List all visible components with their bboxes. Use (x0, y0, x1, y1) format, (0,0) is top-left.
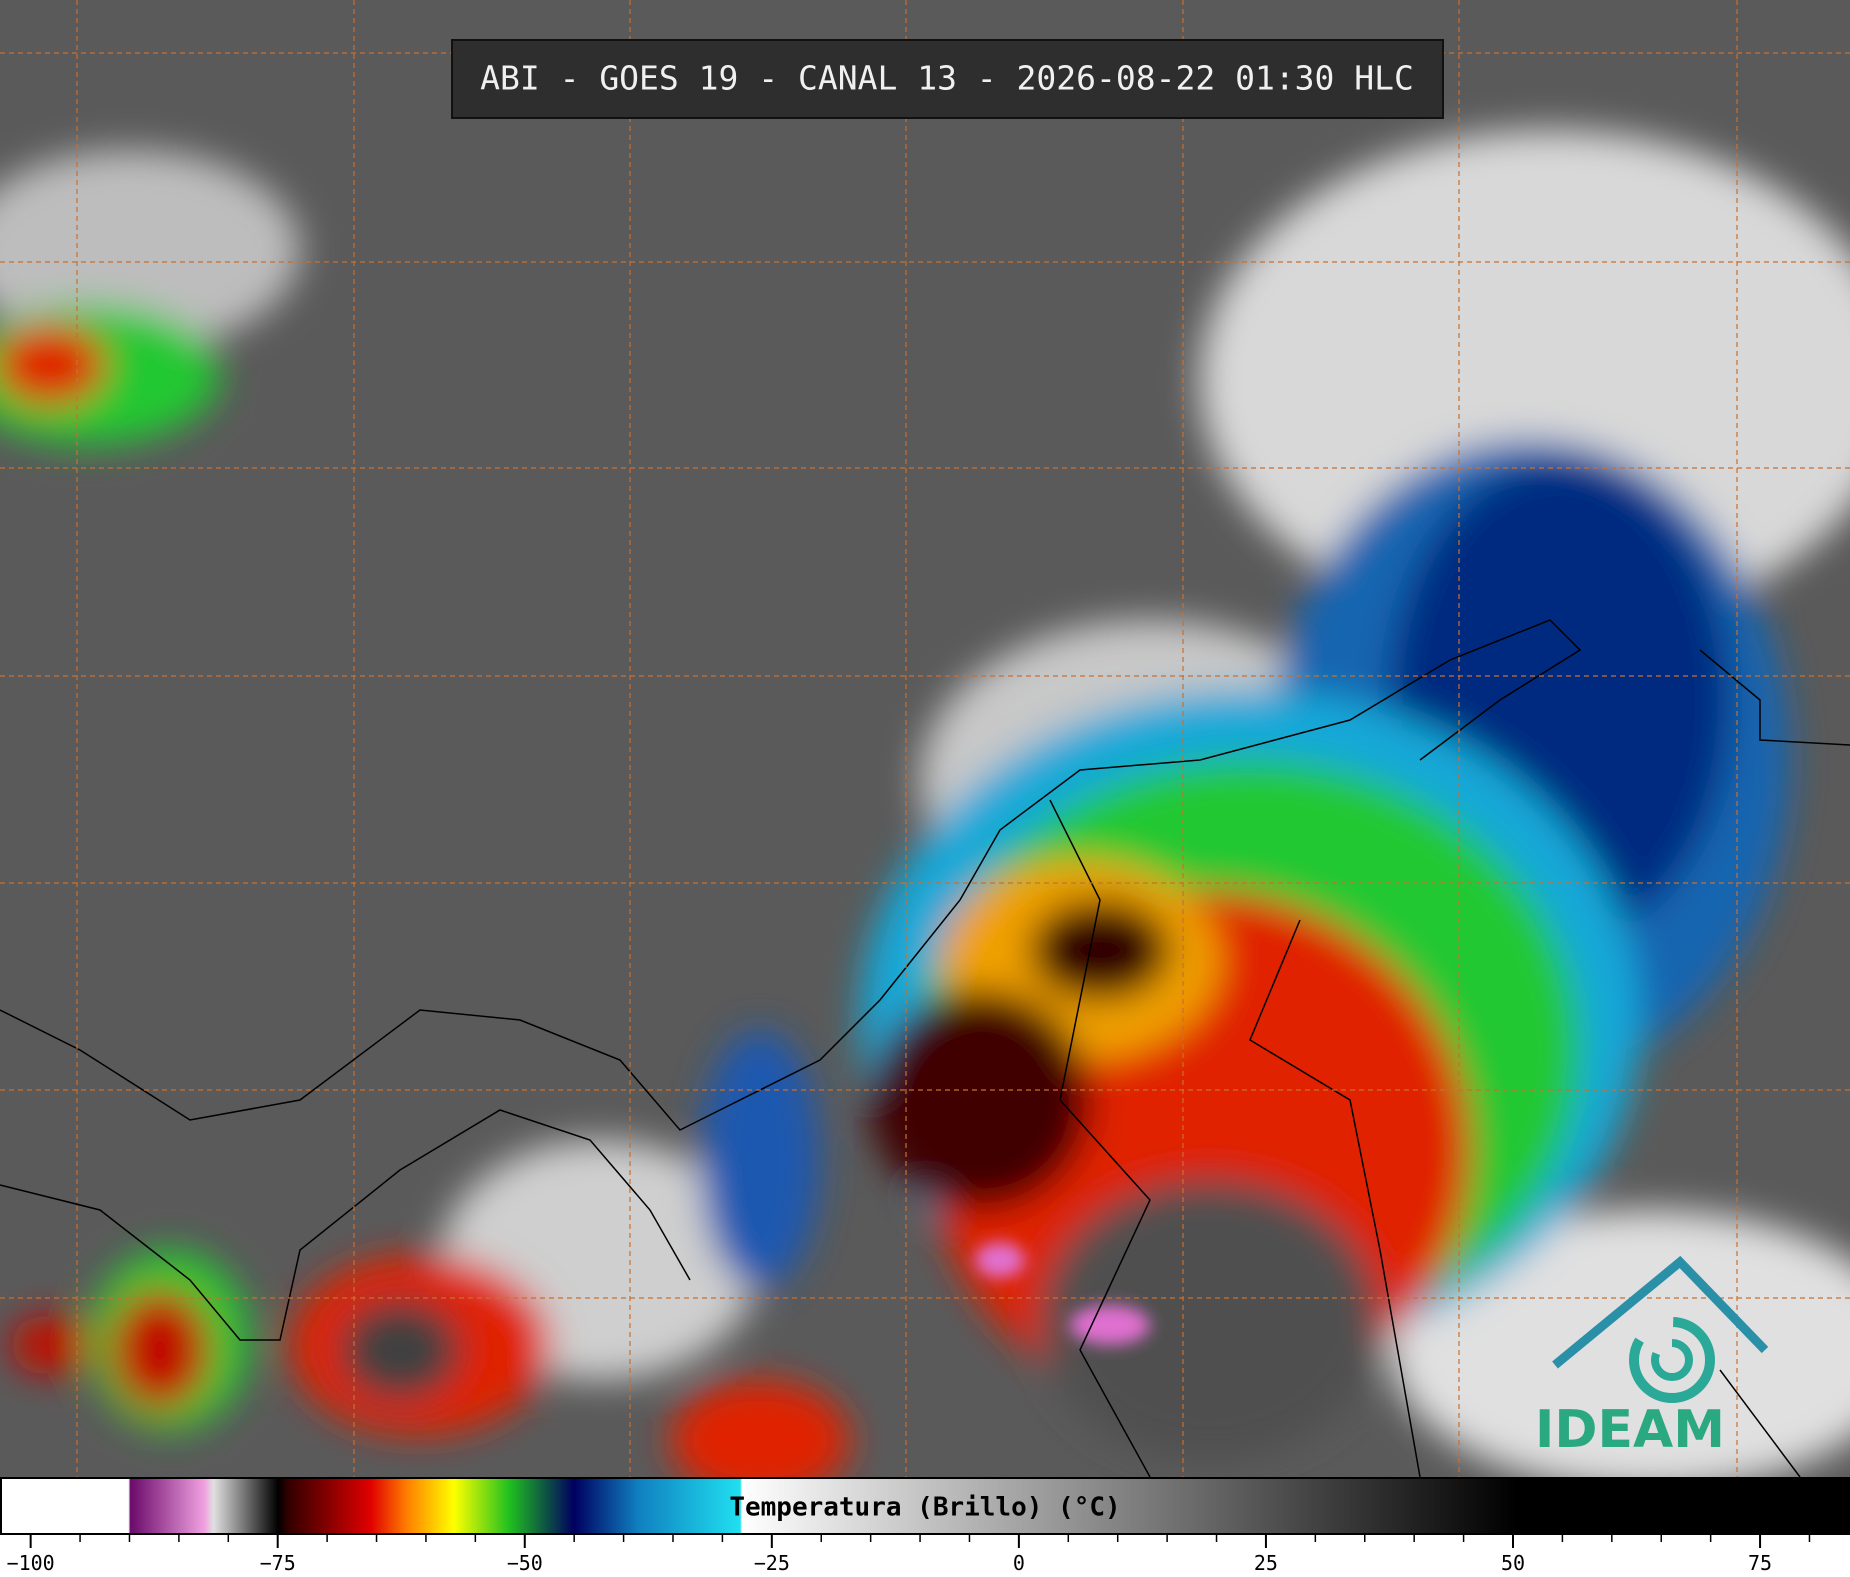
colorbar (0, 1477, 1850, 1535)
colorbar-tick-label: 0 (1013, 1551, 1025, 1575)
logo-text: IDEAM (1535, 1400, 1725, 1460)
colorbar-tick-label: −100 (7, 1551, 55, 1575)
colorbar-tick-label: 75 (1748, 1551, 1772, 1575)
colorbar-label: Temperatura (Brillo) (°C) (729, 1493, 1120, 1523)
title: ABI - GOES 19 - CANAL 13 - 2026-08-22 01… (480, 59, 1414, 98)
cold-tops (975, 1242, 1150, 1345)
colorbar-tick-label: 25 (1254, 1551, 1278, 1575)
coastlines (0, 619, 1850, 1478)
title-box (451, 39, 1444, 119)
graticule (0, 0, 1850, 1477)
logo: IDEAM (1535, 1255, 1769, 1460)
colorbar-tick-label: −50 (507, 1551, 543, 1575)
clouds (0, 130, 1850, 1500)
colorbar-tick-label: −75 (260, 1551, 296, 1575)
colorbar-tick-label: −25 (754, 1551, 790, 1575)
colorbar-tick-label: 50 (1501, 1551, 1525, 1575)
